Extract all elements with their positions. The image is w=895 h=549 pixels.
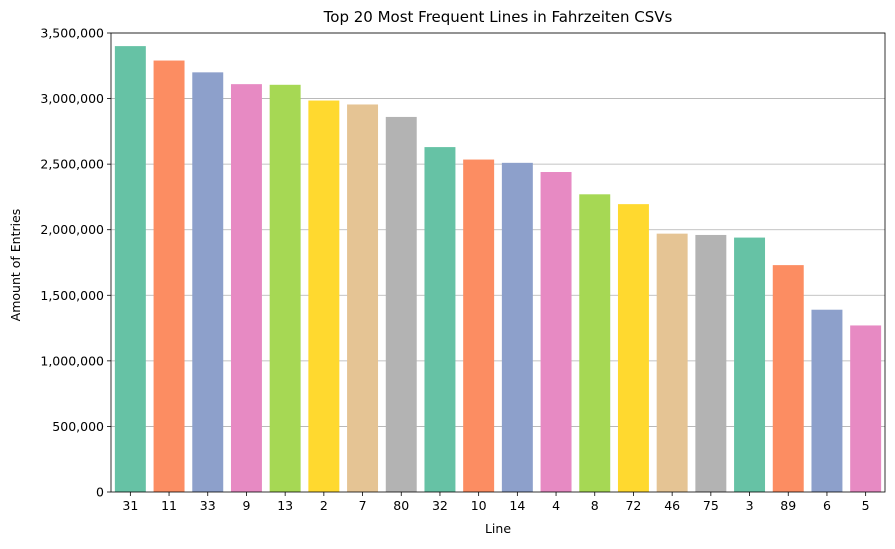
chart-title: Top 20 Most Frequent Lines in Fahrzeiten…	[323, 8, 673, 26]
bar-line-14	[501, 162, 533, 492]
bar-line-4	[540, 172, 572, 493]
x-tick-label: 6	[823, 498, 831, 513]
x-tick-label: 32	[432, 498, 448, 513]
y-tick-label: 1,500,000	[40, 288, 104, 303]
y-tick-label: 0	[96, 485, 104, 500]
bar-line-3	[734, 237, 766, 492]
x-tick-label: 4	[552, 498, 560, 513]
x-tick-label: 3	[746, 498, 754, 513]
x-tick-label: 5	[862, 498, 870, 513]
x-tick-label: 11	[161, 498, 177, 513]
bar-line-31	[114, 46, 146, 492]
x-tick-label: 13	[277, 498, 293, 513]
y-tick-label: 3,500,000	[40, 26, 104, 41]
bar-line-2	[308, 100, 340, 492]
bar-line-80	[385, 116, 417, 492]
x-axis-ticks: 31 11 33 9 13 2 7 80 32 10 14 4 8 72 46 75 3 89 6 5	[122, 492, 870, 513]
x-tick-label: 10	[471, 498, 487, 513]
x-axis-label: Line	[485, 521, 511, 536]
bar-line-11	[153, 60, 185, 492]
bar-line-13	[269, 84, 301, 493]
x-tick-label: 80	[393, 498, 409, 513]
plot-frame	[110, 32, 886, 493]
plot-border	[110, 32, 886, 493]
bar-line-89	[772, 265, 804, 492]
x-tick-label: 31	[122, 498, 138, 513]
x-tick-label: 89	[780, 498, 796, 513]
y-tick-label: 2,500,000	[40, 157, 104, 172]
bar-line-10	[463, 159, 495, 492]
bar-line-8	[579, 194, 611, 492]
x-tick-label: 14	[509, 498, 525, 513]
x-tick-label: 9	[242, 498, 250, 513]
x-tick-label: 75	[703, 498, 719, 513]
grid-lines	[111, 32, 885, 427]
bar-line-32	[424, 147, 456, 492]
bar-line-6	[811, 309, 843, 492]
y-axis-label: Amount of Entries	[8, 209, 23, 322]
bar-line-72	[617, 204, 649, 493]
y-tick-label: 3,000,000	[40, 91, 104, 106]
x-tick-label: 33	[200, 498, 216, 513]
bar-line-5	[850, 325, 882, 492]
y-tick-label: 500,000	[52, 419, 104, 434]
x-tick-label: 8	[591, 498, 599, 513]
bar-line-46	[656, 233, 688, 493]
x-tick-label: 46	[664, 498, 680, 513]
y-tick-label: 1,000,000	[40, 353, 104, 368]
y-tick-label: 2,000,000	[40, 222, 104, 237]
bars	[114, 46, 882, 493]
bar-line-9	[230, 84, 262, 492]
x-tick-label: 7	[359, 498, 367, 513]
bar-line-33	[192, 72, 224, 492]
y-axis-ticks: 0 500,000 1,000,000 1,500,000 2,000,000 2,500…	[40, 26, 111, 500]
bar-line-7	[347, 104, 379, 493]
bar-line-75	[695, 234, 727, 492]
x-tick-label: 72	[625, 498, 641, 513]
x-tick-label: 2	[320, 498, 328, 513]
